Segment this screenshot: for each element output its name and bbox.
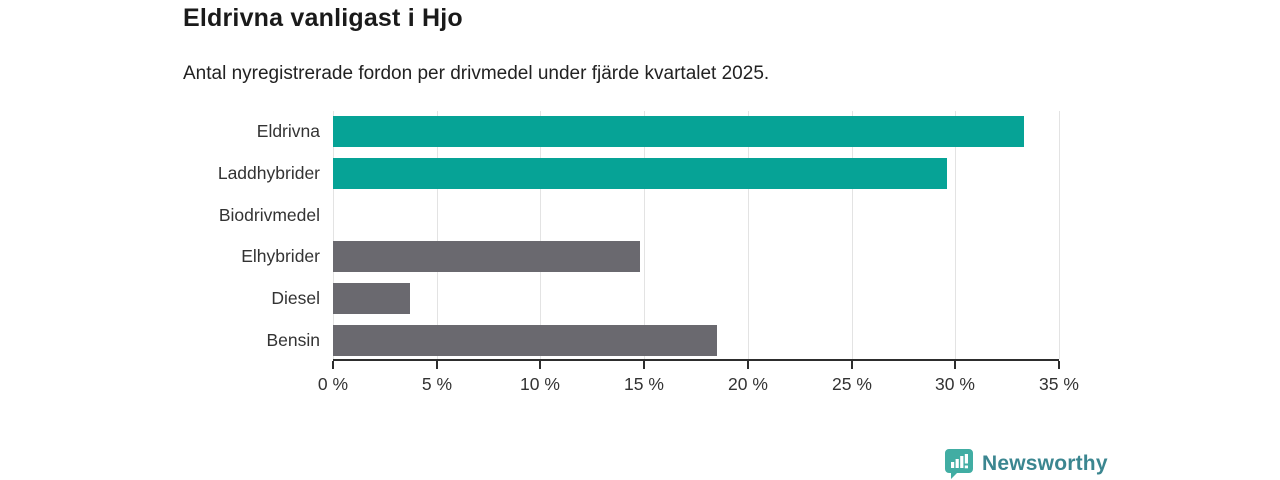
chart-subtitle: Antal nyregistrerade fordon per drivmede…	[183, 63, 770, 84]
chart-title: Eldrivna vanligast i Hjo	[183, 4, 463, 32]
gridline	[644, 111, 645, 359]
plot-area: 0 % 5 % 10 % 15 % 20 % 25 % 30 % 35 % Eldrivna La…	[218, 111, 1079, 394]
gridline	[540, 111, 541, 359]
category-label-elhybrider: Elhybrider	[241, 246, 320, 267]
gridline	[1059, 111, 1060, 359]
gridline	[333, 111, 334, 359]
x-axis-tick	[539, 361, 541, 369]
gridline	[748, 111, 749, 359]
x-axis-tick	[436, 361, 438, 369]
category-label-bensin: Bensin	[266, 329, 320, 350]
x-axis-tick	[1058, 361, 1060, 369]
x-axis-tick-label: 25 %	[832, 374, 872, 394]
newsworthy-logo: Newsworthy	[944, 448, 1108, 479]
x-axis-tick	[747, 361, 749, 369]
gridline	[437, 111, 438, 359]
category-label-diesel: Diesel	[271, 287, 320, 308]
newsworthy-wordmark: Newsworthy	[982, 451, 1108, 475]
x-axis-tick-label: 15 %	[624, 374, 664, 394]
bar-elhybrider	[333, 241, 640, 273]
x-axis-tick-label: 10 %	[520, 374, 560, 394]
newsworthy-chart-bubble-icon	[945, 449, 973, 479]
x-axis-tick	[954, 361, 956, 369]
x-axis-tick-label: 30 %	[935, 374, 975, 394]
bar-eldrivna	[333, 116, 1024, 148]
gridline	[955, 111, 956, 359]
x-axis-tick	[851, 361, 853, 369]
x-axis-tick	[332, 361, 334, 369]
bar-bensin	[333, 324, 717, 356]
x-axis-tick-label: 20 %	[728, 374, 768, 394]
bar-laddhybrider	[333, 158, 947, 189]
x-axis-tick-label: 0 %	[317, 374, 349, 394]
gridline	[852, 111, 853, 359]
x-axis-tick	[643, 361, 645, 369]
x-axis-tick-label: 5 %	[421, 374, 453, 394]
bar-diesel	[333, 283, 410, 314]
category-label-laddhybrider: Laddhybrider	[217, 162, 320, 183]
x-axis-tick-label: 35 %	[1039, 374, 1079, 394]
category-label-biodrivmedel: Biodrivmedel	[218, 204, 320, 225]
category-label-eldrivna: Eldrivna	[256, 121, 320, 142]
